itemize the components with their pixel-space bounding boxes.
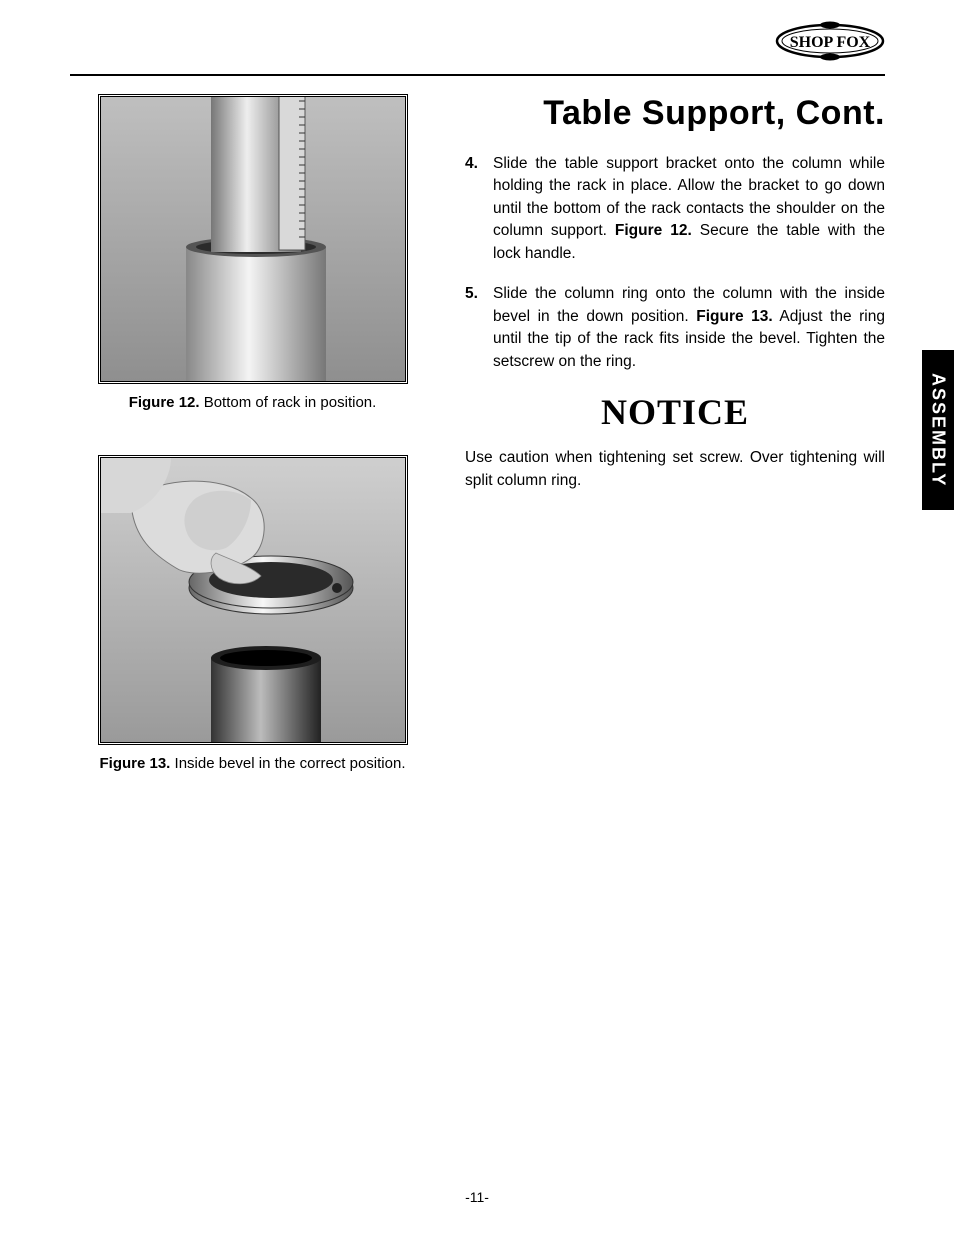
section-tab: ASSEMBLY	[922, 350, 954, 510]
figure-13-label: Figure 13.	[100, 755, 171, 772]
step-4-ref: Figure 12.	[615, 222, 692, 239]
svg-text:SHOP FOX: SHOP FOX	[790, 34, 871, 51]
brand-logo: SHOP FOX	[775, 20, 885, 67]
step-5-body: Slide the column ring onto the column wi…	[493, 283, 885, 373]
step-5: 5. Slide the column ring onto the column…	[465, 283, 885, 373]
section-heading: Table Support, Cont.	[465, 94, 885, 133]
header-rule	[70, 74, 885, 76]
step-4-body: Slide the table support bracket onto the…	[493, 153, 885, 265]
figure-12-text: Bottom of rack in position.	[200, 394, 377, 411]
figure-12-image	[98, 94, 408, 384]
notice-body: Use caution when tightening set screw. O…	[465, 447, 885, 492]
figures-column: Figure 12. Bottom of rack in position.	[70, 94, 465, 772]
figure-12-caption: Figure 12. Bottom of rack in position.	[70, 394, 435, 411]
figure-13-caption: Figure 13. Inside bevel in the correct p…	[70, 755, 435, 772]
step-5-number: 5.	[465, 283, 493, 373]
figure-13-image	[98, 455, 408, 745]
figure-12-label: Figure 12.	[129, 394, 200, 411]
step-4-number: 4.	[465, 153, 493, 265]
figure-13-text: Inside bevel in the correct position.	[170, 755, 405, 772]
notice-heading: NOTICE	[465, 391, 885, 433]
step-4: 4. Slide the table support bracket onto …	[465, 153, 885, 265]
step-5-ref: Figure 13.	[696, 308, 772, 325]
text-column: Table Support, Cont. 4. Slide the table …	[465, 94, 885, 772]
page-number: -11-	[0, 1189, 954, 1205]
header-row: SHOP FOX	[70, 20, 885, 70]
